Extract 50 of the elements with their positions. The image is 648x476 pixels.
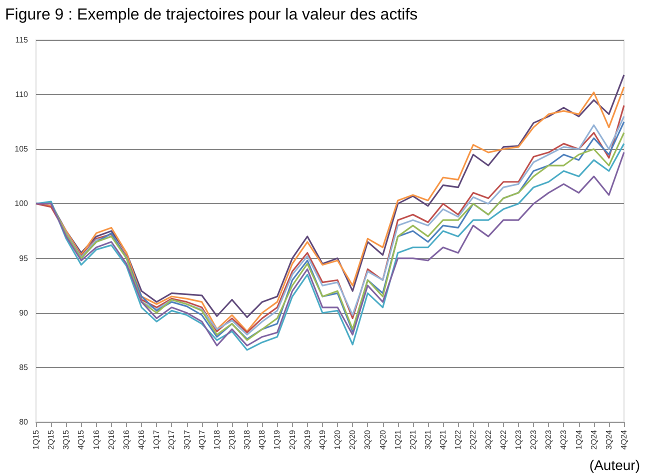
x-tick-label: 4Q17 [197,429,206,450]
x-tick-label: 2Q24 [589,429,598,450]
x-tick-label: 1Q17 [152,429,162,450]
x-tick-label: 4Q22 [498,429,508,450]
x-tick-label: 2Q17 [167,429,176,450]
x-tick-label: 2Q23 [529,429,538,450]
x-tick-label: 4Q19 [318,429,327,450]
x-tick-label: 2Q16 [106,429,116,450]
y-tick-label: 80 [19,418,29,426]
y-tick-label: 110 [15,90,29,100]
x-tick-label: 2Q18 [228,429,236,450]
x-tick-label: 4Q23 [559,429,568,450]
x-tick-label: 1Q16 [92,429,101,450]
x-tick-label: 1Q19 [272,429,282,450]
x-tick-label: 3Q16 [122,429,131,450]
x-tick-label: 3Q15 [62,429,71,450]
x-tick-label: 3Q18 [242,429,252,450]
x-tick-label: 4Q16 [137,429,146,450]
x-tick-label: 2Q20 [348,429,358,450]
y-tick-label: 95 [19,254,29,263]
x-tick-label: 4Q20 [378,429,388,450]
chart-title: Figure 9 : Exemple de trajectoires pour la valeur des actifs [5,6,418,24]
y-tick-label: 85 [19,362,29,372]
x-tick-label: 3Q19 [302,429,312,450]
x-tick-label: 2Q15 [46,429,56,450]
x-tick-label: 1Q18 [212,429,222,450]
x-tick-label: 2Q21 [408,429,418,450]
x-tick-label: 4Q24 [620,429,628,450]
x-tick-label: 1Q21 [393,429,402,450]
text: (Auteur) [589,457,640,473]
x-tick-label: 1Q23 [514,429,523,450]
x-tick-label: 4Q15 [76,429,86,450]
x-tick-label: 4Q18 [258,429,267,450]
x-tick-label: 1Q22 [454,429,463,450]
x-tick-label: 3Q17 [182,429,192,450]
x-tick-label: 3Q24 [604,429,614,450]
x-tick-label: 3Q20 [363,429,372,450]
x-tick-label: 4Q21 [438,429,448,450]
x-tick-label: 1Q24 [574,429,584,450]
y-tick-label: 100 [14,199,29,208]
x-tick-label: 3Q23 [544,429,554,450]
y-tick-label: 115 [15,36,29,44]
y-tick-label: 90 [19,308,29,318]
x-tick-label: 3Q21 [424,429,432,450]
y-tick-label: 105 [14,144,29,154]
x-tick-label: 1Q15 [32,429,40,450]
x-tick-label: 2Q22 [468,429,478,450]
x-tick-label: 3Q22 [484,429,493,450]
x-tick-label: 1Q20 [333,429,342,450]
x-tick-label: 2Q19 [288,429,297,450]
